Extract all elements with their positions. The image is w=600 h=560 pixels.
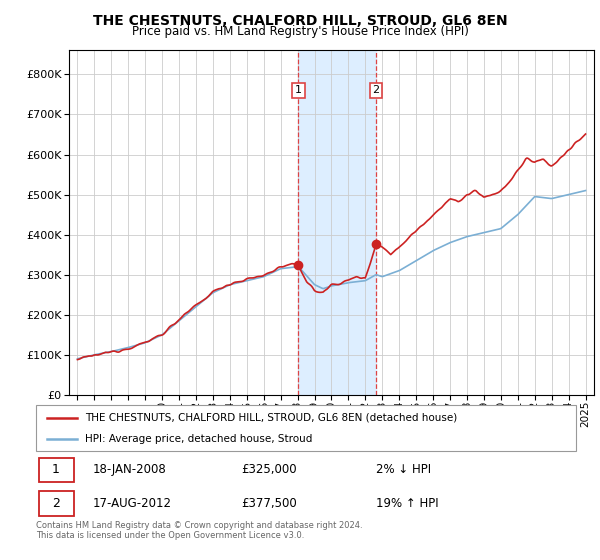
Text: 2% ↓ HPI: 2% ↓ HPI xyxy=(376,463,431,477)
Bar xyxy=(298,50,376,395)
Text: 1: 1 xyxy=(295,86,302,95)
Text: 18-JAN-2008: 18-JAN-2008 xyxy=(92,463,166,477)
Text: THE CHESTNUTS, CHALFORD HILL, STROUD, GL6 8EN: THE CHESTNUTS, CHALFORD HILL, STROUD, GL… xyxy=(92,14,508,28)
Text: HPI: Average price, detached house, Stroud: HPI: Average price, detached house, Stro… xyxy=(85,434,312,444)
FancyBboxPatch shape xyxy=(39,458,74,482)
Text: Price paid vs. HM Land Registry's House Price Index (HPI): Price paid vs. HM Land Registry's House … xyxy=(131,25,469,38)
Text: THE CHESTNUTS, CHALFORD HILL, STROUD, GL6 8EN (detached house): THE CHESTNUTS, CHALFORD HILL, STROUD, GL… xyxy=(85,413,457,423)
FancyBboxPatch shape xyxy=(39,491,74,516)
Text: 2: 2 xyxy=(52,497,60,510)
Text: 2: 2 xyxy=(373,86,380,95)
Text: 1: 1 xyxy=(52,463,60,477)
Text: £377,500: £377,500 xyxy=(241,497,297,510)
Text: Contains HM Land Registry data © Crown copyright and database right 2024.
This d: Contains HM Land Registry data © Crown c… xyxy=(36,521,362,540)
Text: £325,000: £325,000 xyxy=(241,463,297,477)
Text: 19% ↑ HPI: 19% ↑ HPI xyxy=(376,497,439,510)
FancyBboxPatch shape xyxy=(36,405,576,451)
Text: 17-AUG-2012: 17-AUG-2012 xyxy=(92,497,172,510)
